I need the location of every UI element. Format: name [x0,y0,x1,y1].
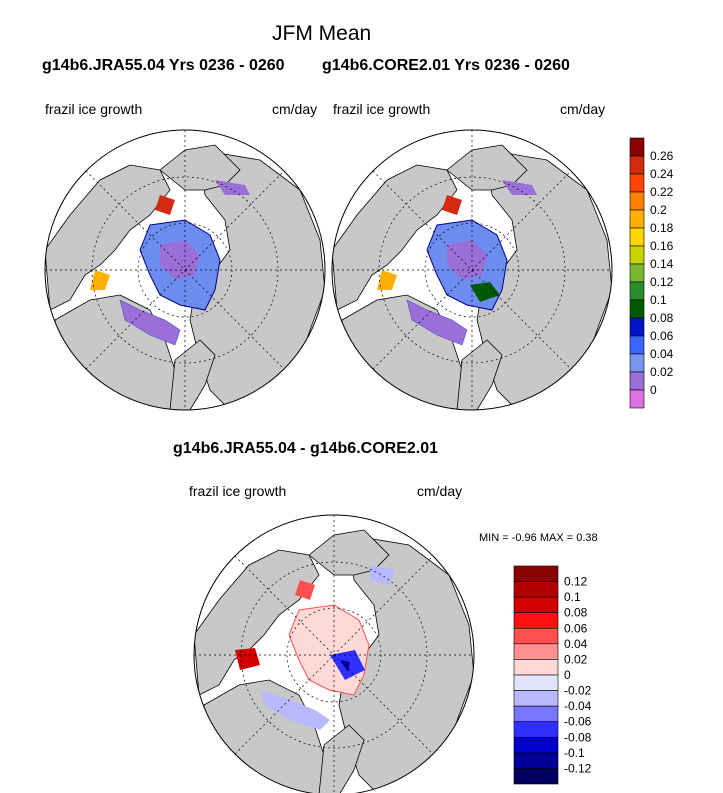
colorbar-top-swatch [629,155,645,175]
panel-right-variable: frazil ice growth [333,101,431,117]
colorbar-bottom-swatch [513,721,559,738]
colorbar-bottom-swatch [513,565,559,582]
colorbar-top-label: 0.26 [650,149,674,163]
colorbar-bottom-swatch [513,690,559,707]
colorbar-bottom-swatch [513,705,559,723]
panel-left-variable: frazil ice growth [45,101,143,117]
colorbar-bottom-swatch [513,627,559,645]
colorbar-bottom-swatch [513,768,559,785]
colorbar-top-swatch [629,371,645,391]
colorbar-top-label: 0.14 [650,257,674,271]
land-europe-right [332,164,458,311]
colorbar-bottom-label: 0.1 [564,590,581,604]
colorbar-bottom-swatch [513,736,559,754]
colorbar-top-label: 0.02 [650,365,674,379]
land-canada-left [54,294,176,410]
colorbar-top-swatch [629,263,645,283]
colorbar-top-swatch [629,173,645,193]
colorbar-bottom-label: 0.08 [564,606,588,620]
colorbar-top-label: 0.08 [650,311,674,325]
colorbar-bottom-swatch [513,643,559,660]
colorbar-top-label: 0.22 [650,185,674,199]
colorbar-bottom-swatch [513,752,559,769]
colorbar-bottom-label: -0.12 [564,761,592,775]
colorbar-top-label: 0.18 [650,221,674,235]
panel-left-units: cm/day [272,101,318,117]
colorbar-top-swatch [629,191,645,211]
colorbar-top-swatch [629,227,645,247]
colorbar-top-swatch [629,335,645,355]
run-label-left: g14b6.JRA55.04 Yrs 0236 - 0260 [42,57,285,74]
ice-arctic-right [426,219,508,311]
colorbar-top-label: 0.1 [650,293,667,307]
land-canada-right [341,294,463,410]
colorbar-top-swatch [629,389,645,409]
colorbar-bottom-label: -0.04 [564,699,592,713]
colorbar-top-swatch [629,299,645,319]
colorbar-bottom-label: 0.06 [564,621,588,635]
colorbar-bottom-swatch [513,596,559,614]
colorbar-top-label: 0.16 [650,239,674,253]
colorbar-bottom-label: -0.1 [564,746,585,760]
colorbar-top-swatch [629,209,645,229]
colorbar-top-swatch [629,245,645,265]
colorbar-top-swatch [629,137,645,157]
land-alaska-diff [318,724,365,793]
land-alaska-right [456,339,503,410]
figure-title: JFM Mean [272,22,372,45]
colorbar-top-label: 0 [650,383,657,397]
colorbar-top-label: 0.06 [650,329,674,343]
colorbar-bottom-label: -0.08 [564,730,592,744]
land-europe-left [45,164,171,311]
colorbar-bottom-label: 0.02 [564,652,588,666]
diff-variable: frazil ice growth [189,483,287,499]
land-europe-diff [194,549,320,696]
colorbar-bottom-swatch [513,581,559,598]
diff-header: g14b6.JRA55.04 - g14b6.CORE2.01 [173,440,439,457]
land-greenland-right [476,149,612,410]
colorbar-top-swatch [629,317,645,337]
colorbar-bottom-label: 0.12 [564,575,588,589]
colorbar-bottom-label: -0.02 [564,684,592,698]
land-canada-diff [203,679,325,793]
land-siberia-diff [308,529,390,576]
colorbar-top-label: 0.04 [650,347,674,361]
colorbar-top-label: 0.24 [650,167,674,181]
colorbar-bottom-swatch [513,674,559,691]
panel-right-units: cm/day [560,101,606,117]
land-greenland-diff [338,534,474,793]
colorbar-bottom-label: -0.06 [564,715,592,729]
colorbar-top-swatch [629,281,645,301]
colorbar-top-swatch [629,353,645,373]
colorbar-bottom-label: 0.04 [564,637,588,651]
colorbar-bottom-label: 0 [564,668,571,682]
ice-arctic-left [139,219,221,311]
land-siberia-left [159,144,241,191]
land-alaska-left [169,339,216,410]
colorbar-bottom-swatch [513,659,559,676]
run-label-right: g14b6.CORE2.01 Yrs 0236 - 0260 [322,57,570,74]
diff-arctic-field [288,604,370,696]
colorbar-top-label: 0.12 [650,275,674,289]
diff-stats: MIN = -0.96 MAX = 0.38 [479,532,598,544]
colorbar-top-label: 0.2 [650,203,667,217]
land-siberia-right [446,144,528,191]
colorbar-bottom-swatch [513,612,559,629]
diff-units: cm/day [417,483,463,499]
land-greenland-left [189,149,325,410]
